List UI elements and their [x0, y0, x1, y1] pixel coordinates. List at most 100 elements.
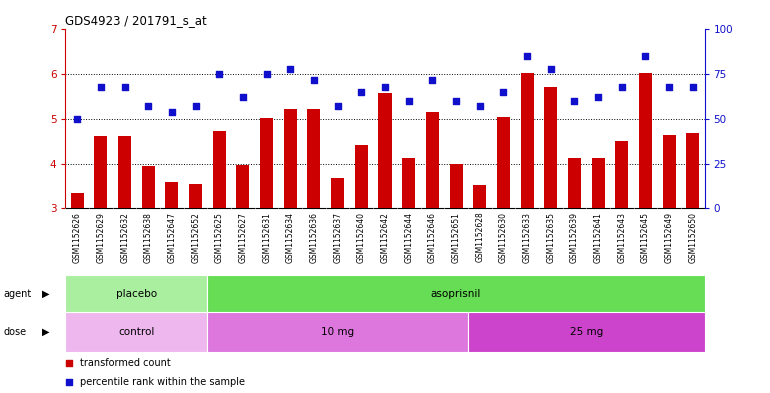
Bar — [450, 163, 463, 208]
Text: ▶: ▶ — [42, 289, 50, 299]
Point — [615, 84, 628, 90]
Point — [403, 98, 415, 104]
Text: GSM1152639: GSM1152639 — [570, 212, 579, 263]
Text: control: control — [119, 327, 155, 337]
Bar — [142, 166, 155, 208]
Text: GSM1152649: GSM1152649 — [665, 212, 674, 263]
Text: GSM1152640: GSM1152640 — [357, 212, 366, 263]
Text: ▶: ▶ — [42, 327, 50, 337]
Text: 25 mg: 25 mg — [570, 327, 603, 337]
Point — [687, 84, 699, 90]
Bar — [355, 145, 368, 208]
Bar — [166, 182, 179, 208]
Point — [119, 84, 131, 90]
Bar — [65, 312, 207, 352]
Point — [355, 89, 367, 95]
Text: GSM1152637: GSM1152637 — [333, 212, 342, 263]
Bar — [379, 94, 391, 208]
Point — [663, 84, 675, 90]
Text: GSM1152627: GSM1152627 — [239, 212, 247, 263]
Point — [142, 103, 155, 110]
Text: GSM1152643: GSM1152643 — [618, 212, 626, 263]
Point — [544, 66, 557, 72]
Bar — [260, 118, 273, 208]
Bar — [521, 73, 534, 208]
Bar — [686, 133, 699, 208]
Bar — [426, 112, 439, 208]
Bar — [474, 185, 486, 208]
Point — [332, 103, 344, 110]
Bar — [213, 131, 226, 208]
Point — [166, 108, 178, 115]
Bar — [591, 158, 604, 208]
Text: GSM1152630: GSM1152630 — [499, 212, 508, 263]
Point — [592, 94, 604, 101]
Bar — [207, 275, 705, 312]
Point — [497, 89, 510, 95]
Point — [237, 94, 249, 101]
Bar — [65, 275, 207, 312]
Point — [408, 299, 420, 306]
Text: 10 mg: 10 mg — [321, 327, 354, 337]
Text: GDS4923 / 201791_s_at: GDS4923 / 201791_s_at — [65, 14, 207, 27]
Point — [71, 116, 83, 122]
Text: GSM1152644: GSM1152644 — [404, 212, 413, 263]
Point — [639, 53, 651, 59]
Text: placebo: placebo — [116, 289, 157, 299]
Text: GSM1152631: GSM1152631 — [262, 212, 271, 263]
Bar — [567, 158, 581, 208]
Bar — [615, 141, 628, 208]
Text: GSM1152629: GSM1152629 — [96, 212, 105, 263]
Bar — [662, 134, 675, 208]
Bar — [71, 193, 84, 208]
Text: GSM1152646: GSM1152646 — [428, 212, 437, 263]
Point — [450, 98, 462, 104]
Point — [379, 84, 391, 90]
Text: dose: dose — [4, 327, 27, 337]
Bar — [118, 136, 131, 208]
Bar — [639, 73, 652, 208]
Point — [95, 84, 107, 90]
Text: GSM1152652: GSM1152652 — [191, 212, 200, 263]
Bar — [331, 178, 344, 208]
Text: GSM1152626: GSM1152626 — [73, 212, 82, 263]
Text: GSM1152647: GSM1152647 — [167, 212, 176, 263]
Point — [213, 71, 226, 77]
Point — [308, 76, 320, 83]
Bar — [497, 117, 510, 208]
Text: GSM1152634: GSM1152634 — [286, 212, 295, 263]
Text: GSM1152645: GSM1152645 — [641, 212, 650, 263]
Text: GSM1152636: GSM1152636 — [310, 212, 319, 263]
Text: GSM1152642: GSM1152642 — [380, 212, 390, 263]
Bar — [189, 184, 203, 208]
Text: GSM1152625: GSM1152625 — [215, 212, 224, 263]
Point — [189, 103, 202, 110]
Text: GSM1152650: GSM1152650 — [688, 212, 697, 263]
Point — [260, 71, 273, 77]
Text: GSM1152641: GSM1152641 — [594, 212, 603, 263]
Bar — [307, 109, 320, 208]
Bar — [284, 109, 296, 208]
Text: GSM1152638: GSM1152638 — [144, 212, 152, 263]
Text: agent: agent — [4, 289, 32, 299]
Text: asoprisnil: asoprisnil — [431, 289, 481, 299]
Text: percentile rank within the sample: percentile rank within the sample — [79, 376, 245, 387]
Point — [426, 76, 438, 83]
Text: GSM1152628: GSM1152628 — [475, 212, 484, 263]
Bar — [544, 87, 557, 208]
Bar — [402, 158, 415, 208]
Point — [474, 103, 486, 110]
Bar — [468, 312, 705, 352]
Bar — [207, 312, 468, 352]
Text: GSM1152635: GSM1152635 — [546, 212, 555, 263]
Text: GSM1152632: GSM1152632 — [120, 212, 129, 263]
Point — [521, 53, 533, 59]
Text: transformed count: transformed count — [79, 358, 170, 368]
Bar — [95, 136, 108, 208]
Point — [568, 98, 581, 104]
Point — [408, 130, 420, 136]
Point — [284, 66, 296, 72]
Text: GSM1152633: GSM1152633 — [523, 212, 531, 263]
Bar — [236, 165, 249, 208]
Text: GSM1152651: GSM1152651 — [451, 212, 460, 263]
